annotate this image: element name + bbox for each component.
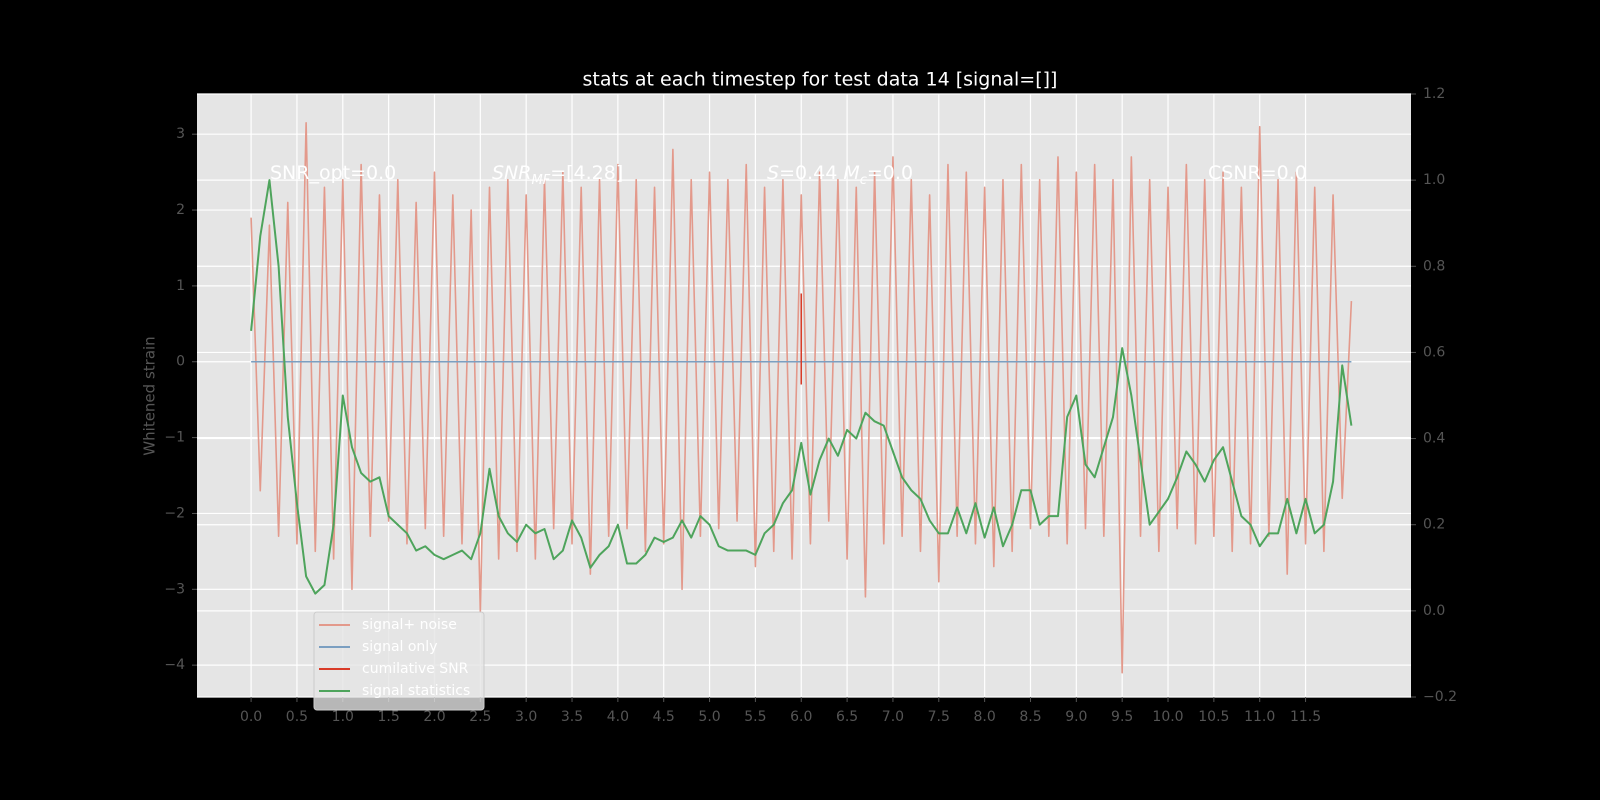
y-axis-label: Whitened strain bbox=[141, 336, 159, 455]
grid bbox=[197, 93, 1411, 698]
annotation: CSNR=0.0 bbox=[1208, 162, 1307, 184]
y-tick-label: −2 bbox=[164, 505, 185, 521]
chart-title: stats at each timestep for test data 14 … bbox=[583, 69, 1058, 91]
marks bbox=[250, 122, 1353, 674]
x-tick-label: 7.0 bbox=[882, 709, 904, 725]
annotation-part: SNR_opt=0.0 bbox=[270, 162, 396, 184]
foreground: 0.0 0.5 1.0 1.5 2.0 2.5 3.0 3.5 4.0 4.5 5.0 5.5 6.0 6… bbox=[164, 86, 1457, 725]
x-tick-label: 11.5 bbox=[1290, 709, 1321, 725]
x-tick-label: 1.5 bbox=[378, 709, 400, 725]
y-tick-label: −1 bbox=[164, 430, 185, 446]
x-tick-label: 10.0 bbox=[1152, 709, 1183, 725]
annotation-part: CSNR=0.0 bbox=[1208, 162, 1307, 184]
plot-area bbox=[197, 94, 1411, 697]
annotation: S=0.44 Mc=0.0 bbox=[767, 162, 913, 189]
y-tick-label: 1 bbox=[176, 278, 185, 294]
x-tick-label: 9.0 bbox=[1065, 709, 1087, 725]
y2-tick-label: 0.8 bbox=[1423, 258, 1445, 274]
series-line bbox=[250, 179, 1353, 595]
y2-tick-label: 0.0 bbox=[1423, 603, 1445, 619]
x-tick-label: 10.5 bbox=[1198, 709, 1229, 725]
x-tick-label: 4.0 bbox=[607, 709, 629, 725]
x-tick-label: 4.5 bbox=[653, 709, 675, 725]
annotation: SNR_opt=0.0 bbox=[270, 162, 396, 184]
legend-label: signal only bbox=[362, 639, 437, 655]
y-tick-label: 3 bbox=[176, 126, 185, 142]
x-tick-label: 2.0 bbox=[423, 709, 445, 725]
legend-label: signal statistics bbox=[362, 683, 470, 699]
y2-tick-label: 0.4 bbox=[1423, 431, 1445, 447]
y-tick-label: 0 bbox=[176, 354, 185, 370]
annotation-part: MF bbox=[531, 173, 550, 188]
y2-tick-label: 1.2 bbox=[1423, 86, 1445, 102]
annotation-part: M bbox=[843, 162, 859, 184]
y-tick-label: −3 bbox=[164, 581, 185, 597]
x-tick-label: 1.0 bbox=[332, 709, 354, 725]
x-tick-label: 3.5 bbox=[561, 709, 583, 725]
x-tick-label: 3.0 bbox=[515, 709, 537, 725]
y-tick-label: 2 bbox=[176, 202, 185, 218]
y2-tick-label: 0.6 bbox=[1423, 344, 1445, 360]
legend-box bbox=[313, 611, 485, 711]
y2-tick-label: −0.2 bbox=[1423, 689, 1457, 705]
annotation-part: c bbox=[860, 173, 867, 188]
x-tick-label: 7.5 bbox=[928, 709, 950, 725]
y2-tick-label: 0.2 bbox=[1423, 517, 1445, 533]
legend-label: cumilative SNR bbox=[362, 661, 469, 677]
x-tick-label: 5.5 bbox=[744, 709, 766, 725]
annotation-part: SNR bbox=[492, 162, 531, 184]
x-tick-label: 5.0 bbox=[698, 709, 720, 725]
x-tick-label: 0.0 bbox=[240, 709, 262, 725]
x-tick-label: 2.5 bbox=[469, 709, 491, 725]
x-tick-label: 9.5 bbox=[1111, 709, 1133, 725]
x-tick-label: 6.0 bbox=[790, 709, 812, 725]
annotation-part: =0.44 bbox=[779, 162, 843, 184]
annotation: SNRMF=[4.28] bbox=[492, 162, 623, 189]
x-tick-label: 8.0 bbox=[974, 709, 996, 725]
x-tick-label: 0.5 bbox=[286, 709, 308, 725]
x-tick-label: 11.0 bbox=[1244, 709, 1275, 725]
y2-tick-label: 1.0 bbox=[1423, 172, 1445, 188]
annotation-part: S bbox=[767, 162, 779, 184]
series-line bbox=[250, 122, 1353, 674]
annotation-part: =0.0 bbox=[867, 162, 913, 184]
legend-label: signal+ noise bbox=[362, 617, 457, 633]
x-tick-label: 6.5 bbox=[836, 709, 858, 725]
annotation-part: =[4.28] bbox=[550, 162, 623, 184]
x-tick-label: 8.5 bbox=[1019, 709, 1041, 725]
y-tick-label: −4 bbox=[164, 657, 185, 673]
